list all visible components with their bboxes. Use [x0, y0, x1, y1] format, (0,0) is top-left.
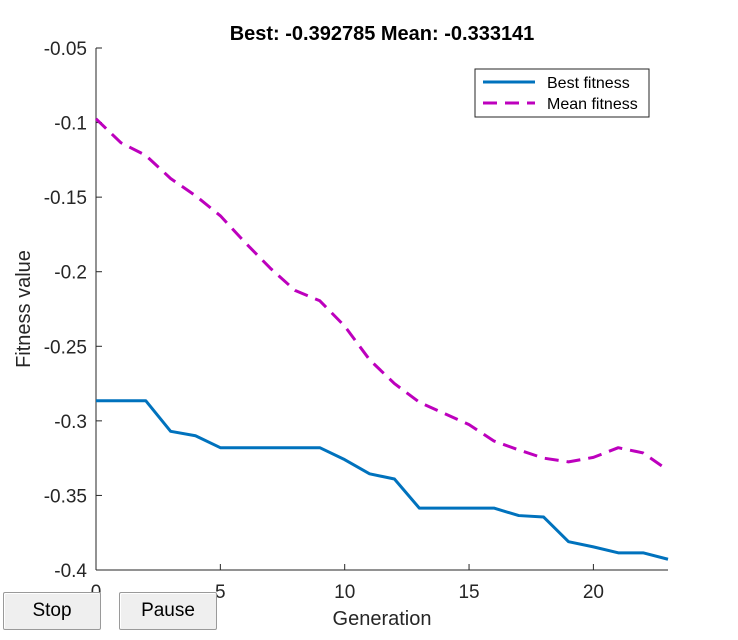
series-line-mean-fitness: [94, 117, 669, 472]
x-tick-label: 20: [583, 582, 604, 603]
legend-label: Best fitness: [547, 75, 630, 92]
series-line-best-fitness: [96, 399, 669, 561]
y-tick-label: -0.1: [54, 114, 87, 135]
y-tick-label: -0.05: [44, 39, 87, 60]
chart-title: Best: -0.392785 Mean: -0.333141: [230, 23, 535, 45]
legend: Best fitness Mean fitness: [474, 68, 650, 118]
stop-button[interactable]: Stop: [3, 592, 101, 630]
x-tick-label: 10: [334, 582, 355, 603]
y-axis-label: Fitness value: [13, 250, 35, 368]
axes: -0.05-0.1-0.15-0.2-0.25-0.3-0.35-0.40510…: [44, 39, 668, 603]
y-tick-label: -0.2: [54, 263, 87, 284]
series-layer: [94, 117, 669, 561]
x-tick-label: 5: [215, 582, 226, 603]
y-tick-label: -0.25: [44, 337, 87, 358]
x-axis-label: Generation: [333, 608, 432, 630]
y-tick-label: -0.3: [54, 412, 87, 433]
x-tick-label: 15: [458, 582, 479, 603]
y-tick-label: -0.4: [54, 561, 87, 582]
y-tick-label: -0.35: [44, 486, 87, 507]
legend-box: [474, 68, 650, 118]
pause-button[interactable]: Pause: [119, 592, 217, 630]
legend-label: Mean fitness: [547, 96, 638, 113]
y-tick-label: -0.15: [44, 188, 87, 209]
